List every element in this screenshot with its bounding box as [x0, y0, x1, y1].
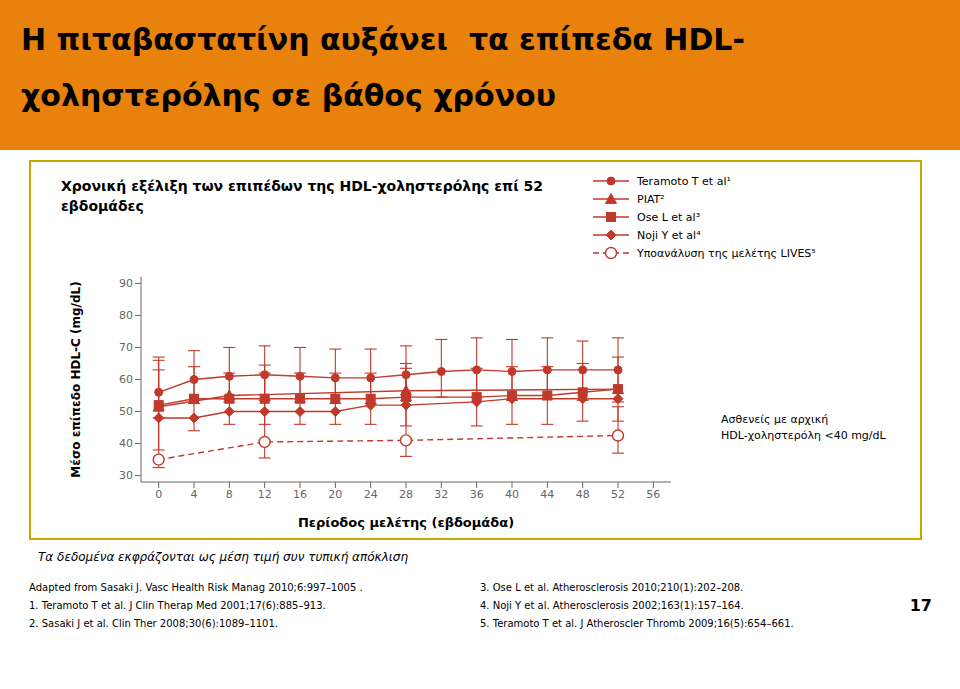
svg-text:60: 60 — [119, 373, 133, 386]
svg-text:12: 12 — [258, 488, 272, 501]
svg-text:16: 16 — [293, 488, 307, 501]
html-text:Ose L et al³: Ose L et al³ — [637, 210, 701, 224]
html-text:HDL-χοληστερόλη <40 mg/dL: HDL-χοληστερόλη <40 mg/dL — [721, 429, 886, 442]
html-text:Ασθενείς με αρχική: Ασθενείς με αρχική — [721, 413, 829, 426]
svg-text:40: 40 — [505, 488, 519, 501]
html-text:4. Noji Y et al. Atheroscleros: 4. Noji Y et al. Atherosclerosis 2002;16… — [480, 600, 744, 611]
svg-text:36: 36 — [470, 488, 484, 501]
svg-text:4: 4 — [191, 488, 198, 501]
html-text:Adapted from Sasaki J. Vasc He: Adapted from Sasaki J. Vasc Health Risk … — [29, 582, 363, 593]
svg-text:30: 30 — [119, 469, 133, 482]
html-text:5. Teramoto T et al. J Atheros: 5. Teramoto T et al. J Atheroscler Throm… — [480, 618, 794, 629]
html-text:Noji Y et al⁴: Noji Y et al⁴ — [637, 228, 701, 242]
svg-text:24: 24 — [364, 488, 378, 501]
html-text:1. Teramoto T et al. J Clin Th: 1. Teramoto T et al. J Clin Therap Med 2… — [29, 600, 326, 611]
html-text:17: 17 — [909, 596, 932, 615]
svg-text:80: 80 — [119, 309, 133, 322]
html-text:3. Ose L et al. Atherosclerosi: 3. Ose L et al. Atherosclerosis 2010;210… — [480, 582, 744, 593]
html-text:Teramoto T et al¹: Teramoto T et al¹ — [637, 174, 731, 188]
svg-text:44: 44 — [540, 488, 554, 501]
svg-text:8: 8 — [226, 488, 233, 501]
html-text:χοληστερόλης σε βάθος χρόνου: χοληστερόλης σε βάθος χρόνου — [21, 78, 556, 113]
svg-text:70: 70 — [119, 341, 133, 354]
svg-text:32: 32 — [434, 488, 448, 501]
svg-text:90: 90 — [119, 277, 133, 290]
svg-text:Περίοδος μελέτης (εβδομάδα): Περίοδος μελέτης (εβδομάδα) — [298, 515, 514, 530]
html-text:Τα δεδομένα εκφράζονται ως μέσ: Τα δεδομένα εκφράζονται ως μέση τιμή συν… — [38, 550, 408, 564]
svg-text:28: 28 — [399, 488, 413, 501]
svg-text:20: 20 — [328, 488, 342, 501]
svg-text:0: 0 — [155, 488, 162, 501]
svg-text:52: 52 — [611, 488, 625, 501]
html-text:2. Sasaki J et al. Clin Ther 2: 2. Sasaki J et al. Clin Ther 2008;30(6):… — [29, 618, 278, 629]
html-text:Χρονική εξέλιξη των επιπέδων τ: Χρονική εξέλιξη των επιπέδων της HDL-χολ… — [61, 178, 543, 194]
svg-text:56: 56 — [646, 488, 660, 501]
svg-text:48: 48 — [576, 488, 590, 501]
html-text:Υποανάλυση της μελέτης LIVES⁵: Υποανάλυση της μελέτης LIVES⁵ — [637, 246, 816, 260]
svg-text:Μέσο επίπεδο HDL-C (mg/dL): Μέσο επίπεδο HDL-C (mg/dL) — [69, 281, 83, 477]
html-text:εβδομάδες: εβδομάδες — [61, 198, 144, 214]
svg-text:40: 40 — [119, 437, 133, 450]
svg-text:50: 50 — [119, 405, 133, 418]
html-text:PIAT²: PIAT² — [637, 192, 665, 206]
html-text:Η πιταβαστατίνη αυξάνει τα επί: Η πιταβαστατίνη αυξάνει τα επίπεδα HDL- — [21, 22, 745, 57]
